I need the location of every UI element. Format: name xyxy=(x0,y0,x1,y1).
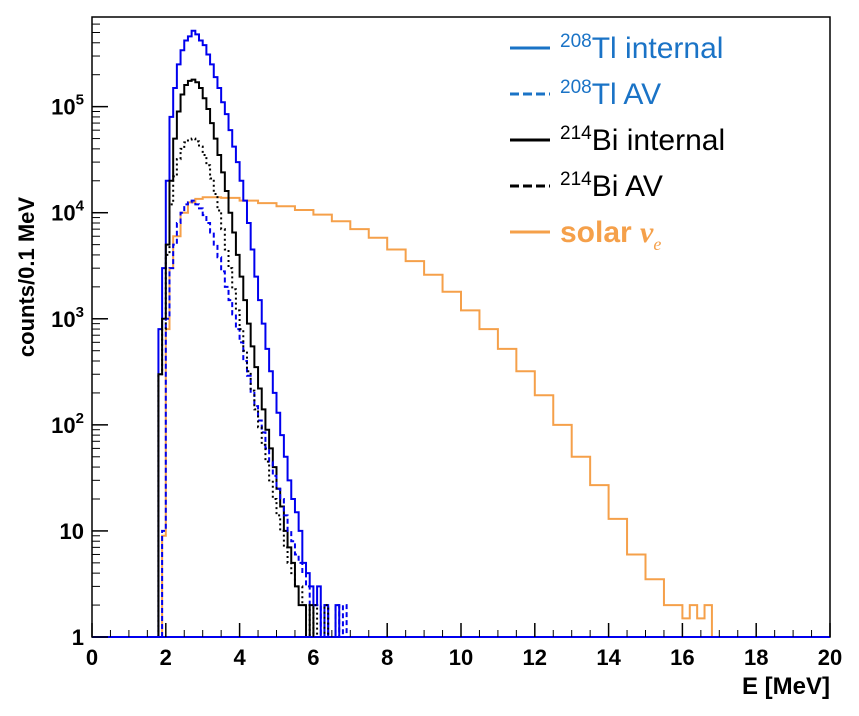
legend-entry: 208Tl AV xyxy=(560,77,661,111)
legend-entry: 208Tl internal xyxy=(560,31,723,65)
x-tick-label: 4 xyxy=(233,645,246,670)
x-tick-label: 8 xyxy=(381,645,393,670)
legend-entry: 214Bi internal xyxy=(560,123,725,157)
legend: 208Tl internal 208Tl AV 214Bi internal 214B… xyxy=(510,31,725,254)
x-axis-label: E [MeV] xyxy=(742,673,830,700)
series-line xyxy=(161,196,720,638)
x-tick-label: 0 xyxy=(86,645,98,670)
x-tick-label: 6 xyxy=(307,645,319,670)
plot-frame xyxy=(91,16,831,638)
x-tick-label: 16 xyxy=(670,645,694,670)
series-214bi-internal xyxy=(157,78,318,638)
y-axis-label: counts/0.1 MeV xyxy=(14,197,39,357)
series-solar-e xyxy=(161,196,720,638)
series-line xyxy=(157,78,318,638)
x-tick-label: 18 xyxy=(744,645,768,670)
series-line xyxy=(157,137,332,638)
x-tick-label: 12 xyxy=(523,645,547,670)
y-tick-label: 105 xyxy=(51,92,84,120)
series-208tl-av xyxy=(161,199,351,638)
y-tick-label: 1 xyxy=(72,625,84,650)
x-tick-label: 10 xyxy=(449,645,473,670)
y-tick-label: 104 xyxy=(51,198,84,226)
series-line xyxy=(157,29,351,638)
x-tick-label: 20 xyxy=(818,645,842,670)
x-tick-label: 2 xyxy=(160,645,172,670)
series-214bi-av xyxy=(157,137,332,638)
series-208tl-internal xyxy=(157,29,351,638)
x-tick-label: 14 xyxy=(596,645,621,670)
y-tick-label: 103 xyxy=(51,304,84,332)
legend-entry: solar νe xyxy=(560,216,661,254)
legend-entry: 214Bi AV xyxy=(560,169,663,203)
series-line xyxy=(161,199,351,638)
y-tick-label: 102 xyxy=(51,410,84,438)
y-tick-label: 10 xyxy=(60,519,84,544)
